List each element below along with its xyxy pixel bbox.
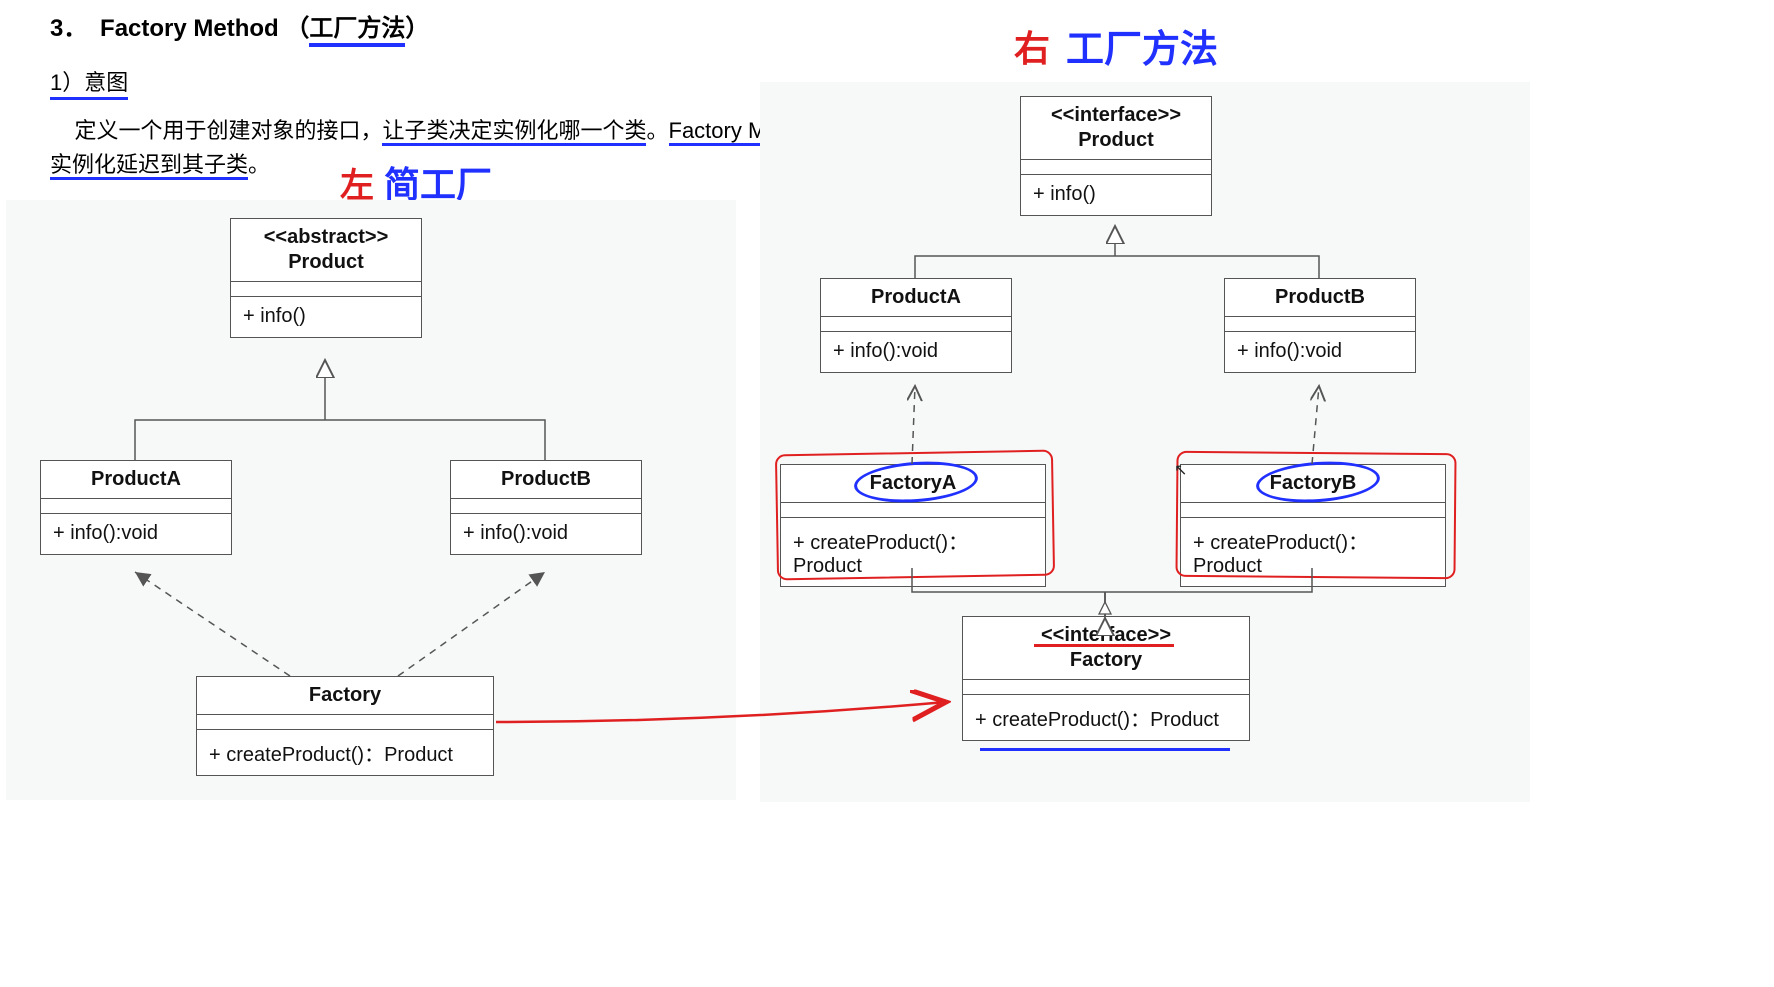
- red-underline-interface-icon: [1034, 644, 1174, 647]
- annotation-right-red: 右: [1014, 20, 1050, 72]
- uml-r-product-b: ProductB + info():void: [1224, 278, 1416, 373]
- uml-r-product-a: ProductA + info():void: [820, 278, 1012, 373]
- uml-abstract-product: <<abstract>>Product + info(): [230, 218, 422, 338]
- title-zh: （工厂方法）: [285, 15, 429, 47]
- uml-interface-product: <<interface>>Product + info(): [1020, 96, 1212, 216]
- title-number: 3．: [50, 15, 87, 42]
- uml-factory: Factory + createProduct()：Product: [196, 676, 494, 776]
- blue-underline-create-icon: [980, 748, 1230, 751]
- section-heading: 1）意图: [50, 65, 128, 100]
- title-en: Factory Method: [100, 15, 279, 42]
- uml-product-a: ProductA + info():void: [40, 460, 232, 555]
- cursor-icon: ↖: [1174, 460, 1187, 480]
- scribble-factory-b-icon: [1175, 451, 1456, 579]
- scribble-factory-a-icon: [775, 450, 1055, 581]
- annotation-right-blue: 工厂方法: [1066, 18, 1218, 73]
- uml-interface-factory: <<interface>>Factory + createProduct()：P…: [962, 616, 1250, 741]
- title-line: 3． Factory Method （工厂方法）: [50, 8, 937, 43]
- uml-product-b: ProductB + info():void: [450, 460, 642, 555]
